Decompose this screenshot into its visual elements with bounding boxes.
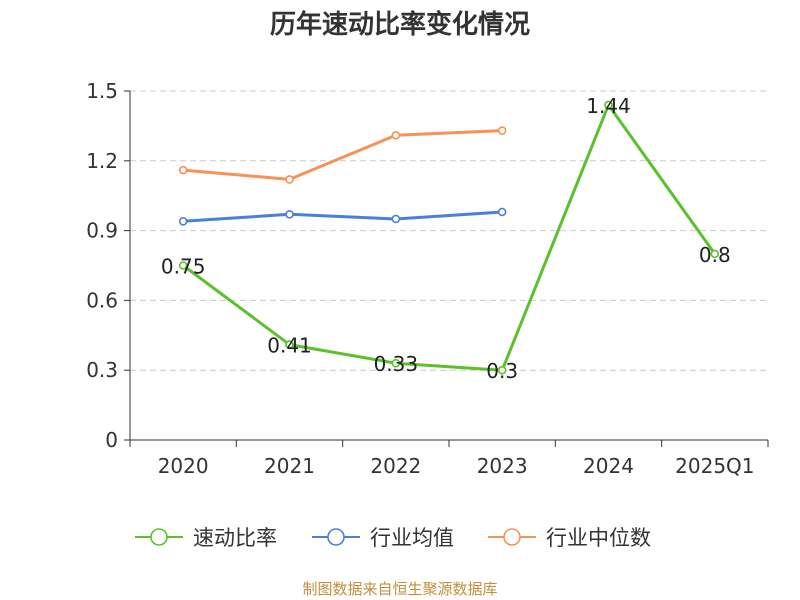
legend-item-2: 行业均值: [312, 526, 454, 550]
data-label: 0.3: [486, 359, 518, 383]
y-tick-label: 1.2: [86, 149, 118, 173]
data-point: [604, 100, 613, 110]
series-lines: [178, 100, 720, 375]
series-line-3: [183, 129, 503, 181]
data-point: [178, 261, 188, 270]
x-tick-label: 2022: [370, 454, 421, 478]
x-tick-label: 2021: [264, 454, 315, 478]
data-label: 0.8: [699, 243, 731, 267]
x-tick-label: 2025Q1: [675, 454, 754, 478]
legend: 速动比率 行业均值 行业中位数: [135, 526, 651, 550]
data-point: [391, 214, 401, 224]
data-point: [497, 126, 507, 135]
x-tick-label: 2020: [158, 454, 209, 478]
series-line-2: [183, 210, 503, 223]
y-tick-label: 1.5: [86, 79, 118, 103]
legend-label: 行业中位数: [546, 526, 651, 550]
data-point: [497, 207, 507, 217]
data-labels: 0.75 0.41 0.33 0.3 1.44 0.8: [161, 94, 731, 383]
axes: 0 0.3 0.6 0.9 1.2 1.5 2020 2021 2022 2023 2024 2025…: [86, 79, 769, 478]
legend-label: 速动比率: [193, 526, 277, 550]
data-point: [710, 249, 720, 259]
x-tick-label: 2023: [477, 454, 528, 478]
legend-marker-icon: [150, 528, 168, 546]
data-point: [285, 210, 294, 219]
y-tick-label: 0.3: [86, 358, 118, 382]
data-point: [285, 340, 294, 349]
legend-marker-icon: [327, 528, 345, 546]
data-point: [285, 175, 294, 184]
y-tick-label: 0: [105, 428, 118, 452]
series-line-1: [182, 103, 717, 372]
legend-item-1: 速动比率: [135, 526, 277, 550]
data-point: [178, 165, 188, 175]
data-point: [497, 365, 507, 375]
data-label: 1.44: [586, 94, 631, 118]
legend-marker-icon: [503, 528, 521, 546]
data-point: [391, 358, 401, 368]
legend-item-3: 行业中位数: [488, 526, 651, 550]
y-tick-label: 0.6: [86, 288, 118, 312]
legend-label: 行业均值: [370, 526, 454, 550]
data-label: 0.41: [267, 334, 312, 358]
y-tick-label: 0.9: [86, 219, 118, 243]
chart-title: 历年速动比率变化情况: [269, 10, 530, 40]
data-label: 0.75: [161, 255, 206, 279]
x-tick-label: 2024: [583, 454, 634, 478]
data-source-note: 制图数据来自恒生聚源数据库: [302, 580, 498, 598]
data-point: [391, 130, 401, 140]
data-label: 0.33: [374, 352, 419, 376]
data-point: [178, 216, 188, 226]
gridlines: [130, 90, 768, 371]
